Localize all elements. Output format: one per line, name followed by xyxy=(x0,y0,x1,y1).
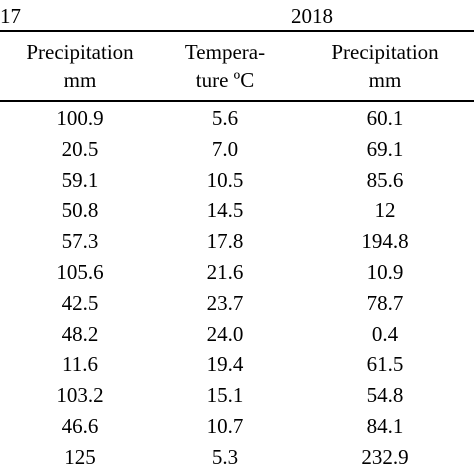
column-header-line: Precipitation xyxy=(331,40,439,64)
year-2017-label: 17 xyxy=(0,4,21,28)
cell-temperature-2018: 10.5 xyxy=(206,167,244,192)
cell-precipitation-2017: 105.6 xyxy=(56,259,104,284)
header-rule xyxy=(0,100,474,102)
cell-precipitation-2018: 61.5 xyxy=(366,352,404,377)
column-header-unit: mm xyxy=(63,68,97,92)
cell-temperature-2018: 23.7 xyxy=(206,290,244,315)
column-header-unit: mm xyxy=(368,68,402,92)
cell-temperature-2018: 15.1 xyxy=(206,383,244,408)
table-row: 42.5 23.7 78.7 xyxy=(0,291,474,322)
cell-precipitation-2018: 10.9 xyxy=(366,259,404,284)
cell-precipitation-2018: 0.4 xyxy=(371,321,399,346)
table-row: 11.6 19.4 61.5 xyxy=(0,352,474,383)
table-row: 20.5 7.0 69.1 xyxy=(0,137,474,168)
cell-temperature-2018: 21.6 xyxy=(206,259,244,284)
cell-precipitation-2017: 20.5 xyxy=(61,136,99,161)
cell-precipitation-2017: 57.3 xyxy=(61,229,99,254)
cell-precipitation-2017: 50.8 xyxy=(61,198,99,223)
cell-temperature-2018: 19.4 xyxy=(206,352,244,377)
cell-temperature-2018: 5.3 xyxy=(211,444,239,469)
table-row: 125 5.3 232.9 xyxy=(0,445,474,476)
table-row: 57.3 17.8 194.8 xyxy=(0,229,474,260)
cell-temperature-2018: 7.0 xyxy=(211,136,239,161)
cell-precipitation-2017: 42.5 xyxy=(61,290,99,315)
cell-precipitation-2018: 194.8 xyxy=(361,229,409,254)
table-row: 103.2 15.1 54.8 xyxy=(0,383,474,414)
cell-precipitation-2017: 100.9 xyxy=(56,106,104,130)
cell-precipitation-2017: 11.6 xyxy=(62,352,98,377)
column-header-precipitation-2018: Precipitation mm xyxy=(310,38,460,94)
cell-precipitation-2017: 103.2 xyxy=(56,383,104,408)
column-header-line: Tempera- xyxy=(184,40,266,64)
column-header-precipitation-2017: Precipitation mm xyxy=(0,38,160,94)
top-rule xyxy=(0,30,474,32)
cell-precipitation-2017: 48.2 xyxy=(61,321,99,346)
column-header-line: Precipitation xyxy=(26,40,134,64)
table-row: 46.6 10.7 84.1 xyxy=(0,414,474,445)
cell-precipitation-2018: 232.9 xyxy=(361,444,409,469)
cell-temperature-2018: 17.8 xyxy=(206,229,244,254)
column-header-temperature-2018: Tempera- ture ºC xyxy=(150,38,300,94)
cell-temperature-2018: 14.5 xyxy=(206,198,244,223)
cell-precipitation-2018: 85.6 xyxy=(366,167,404,192)
cell-precipitation-2018: 54.8 xyxy=(366,383,404,408)
column-header-unit: ture ºC xyxy=(195,68,255,92)
table-row: 59.1 10.5 85.6 xyxy=(0,168,474,199)
cell-precipitation-2017: 125 xyxy=(64,444,96,469)
table-row: 100.9 5.6 60.1 xyxy=(0,106,474,137)
cell-precipitation-2018: 69.1 xyxy=(366,136,404,161)
table-body: 100.9 5.6 60.1 20.5 7.0 69.1 59.1 10.5 85.6 50.8 1… xyxy=(0,106,474,476)
table-row: 50.8 14.5 12 xyxy=(0,198,474,229)
cell-precipitation-2017: 59.1 xyxy=(61,167,99,192)
cell-temperature-2018: 24.0 xyxy=(206,321,244,346)
cell-precipitation-2018: 84.1 xyxy=(366,413,404,438)
cell-precipitation-2017: 46.6 xyxy=(61,413,99,438)
cell-precipitation-2018: 12 xyxy=(374,198,396,223)
table-row: 105.6 21.6 10.9 xyxy=(0,260,474,291)
cell-temperature-2018: 5.6 xyxy=(211,106,239,130)
cell-temperature-2018: 10.7 xyxy=(206,413,244,438)
year-2018-label: 2018 xyxy=(291,4,333,28)
cell-precipitation-2018: 78.7 xyxy=(366,290,404,315)
table-row: 48.2 24.0 0.4 xyxy=(0,322,474,353)
cell-precipitation-2018: 60.1 xyxy=(366,106,404,130)
